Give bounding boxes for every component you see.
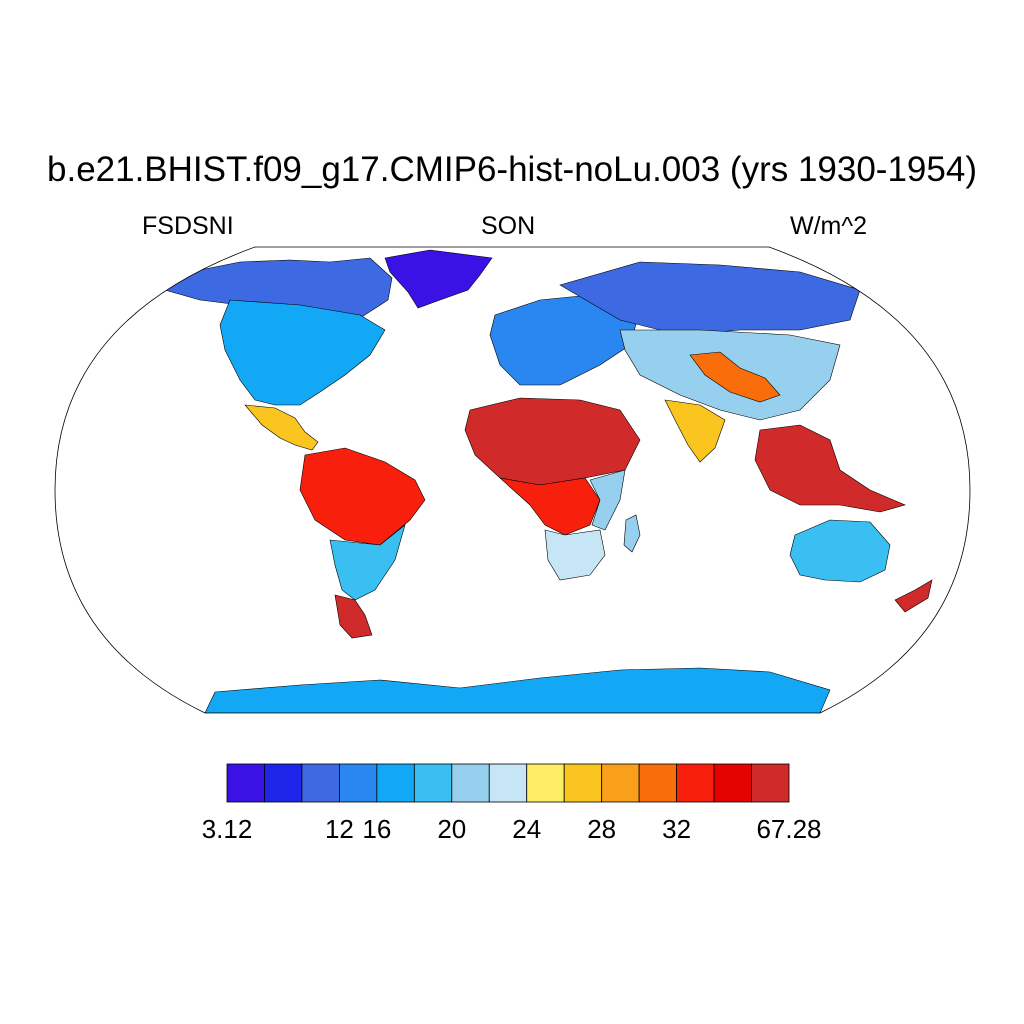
colorbar-swatch [751, 763, 790, 803]
variable-label: FSDSNI [142, 212, 234, 240]
season-label: SON [481, 212, 536, 240]
colorbar-tick-label: 12 [325, 814, 354, 844]
colorbar-swatch [713, 763, 752, 803]
region-southeast-asia [754, 424, 906, 513]
region-mexico-central-america [244, 404, 319, 451]
region-europe [489, 294, 641, 386]
region-greenland [384, 249, 493, 309]
region-southern-south-america [329, 524, 406, 601]
colorbar-tick-label: 28 [587, 814, 616, 844]
colorbar-swatch [264, 763, 303, 803]
units-label: W/m^2 [790, 212, 868, 240]
colorbar-swatch [451, 763, 490, 803]
colorbar-swatch [413, 763, 453, 803]
colorbar-swatch [301, 763, 340, 803]
globe-outline [54, 246, 971, 714]
region-india [664, 399, 726, 463]
region-amazon [299, 447, 426, 546]
region-tibet-china [689, 351, 781, 403]
region-sahara-africa [464, 397, 641, 486]
colorbar-swatch [488, 763, 528, 803]
colorbar-tick-label: 24 [512, 814, 541, 844]
colorbar-swatch [376, 763, 415, 803]
region-australia [789, 519, 891, 583]
colorbar-tick-label: 16 [362, 814, 391, 844]
colorbar-swatch [338, 763, 378, 803]
colorbar-swatch [563, 763, 603, 803]
region-southern-africa [544, 529, 606, 581]
colorbar-swatch [526, 763, 565, 803]
colorbar-tick-label: 3.12 [202, 814, 253, 844]
region-madagascar [623, 514, 641, 553]
region-north-america [219, 299, 386, 406]
plot-title: b.e21.BHIST.f09_g17.CMIP6-hist-noLu.003 … [47, 150, 977, 189]
colorbar-tick-label: 32 [662, 814, 691, 844]
colorbar-swatch [226, 763, 265, 803]
colorbar-swatch [676, 763, 715, 803]
colorbar-swatch [638, 763, 678, 803]
colorbar-tick-label: 20 [437, 814, 466, 844]
region-east-africa [589, 469, 626, 531]
region-antarctica [204, 667, 831, 713]
colorbar-tick-label: 67.28 [756, 814, 821, 844]
region-central-africa [499, 477, 601, 536]
region-patagonia [334, 594, 373, 639]
colorbar-swatch [601, 763, 640, 803]
region-new-zealand [894, 579, 933, 613]
